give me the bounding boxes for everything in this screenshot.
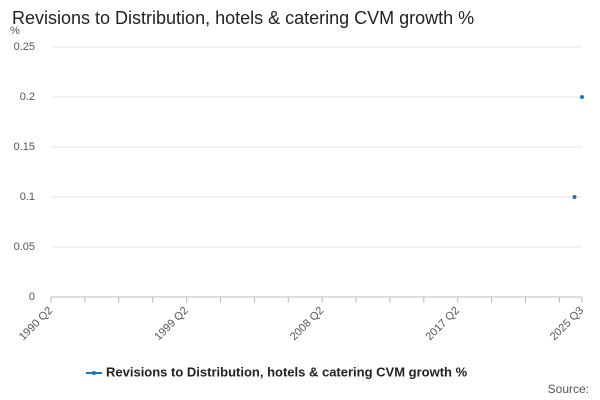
x-tick-label: 1999 Q2: [152, 305, 190, 343]
y-tick-label: 0.25: [14, 41, 35, 53]
data-point: [572, 195, 577, 199]
y-axis-label: %: [10, 25, 20, 37]
x-tick-label: 2008 Q2: [288, 305, 326, 343]
data-point: [580, 95, 584, 99]
x-tick-label: 2025 Q3: [548, 305, 586, 343]
y-tick-label: 0.1: [20, 191, 35, 203]
x-tick-label: 1990 Q2: [17, 305, 55, 343]
y-tick-label: 0.05: [14, 241, 35, 253]
y-tick-label: 0.15: [14, 141, 35, 153]
source: Source:: [548, 382, 589, 396]
chart-title: Revisions to Distribution, hotels & cate…: [12, 8, 474, 28]
y-tick-label: 0.2: [20, 91, 35, 103]
x-tick-label: 2017 Q2: [424, 305, 462, 343]
legend-label: Revisions to Distribution, hotels & cate…: [106, 364, 468, 379]
y-tick-label: 0: [29, 291, 35, 303]
legend-marker: [92, 371, 96, 375]
